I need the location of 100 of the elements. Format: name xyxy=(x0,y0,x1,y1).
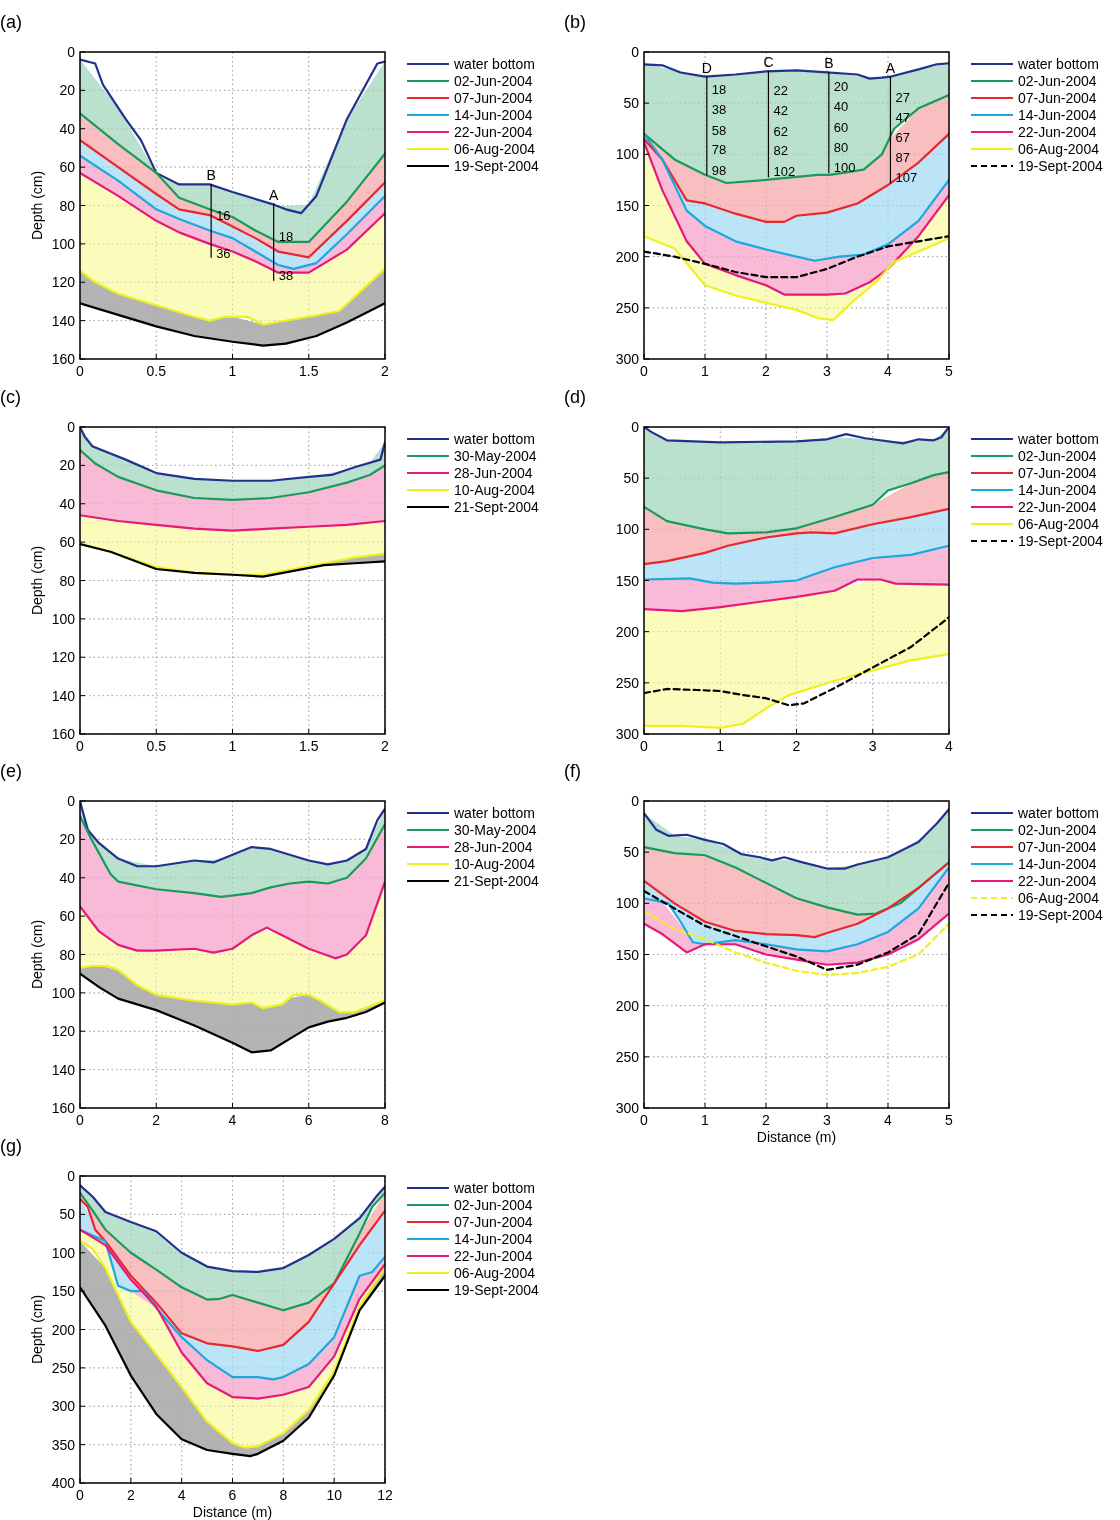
y-tick-label: 200 xyxy=(615,997,640,1014)
annotation: 38 xyxy=(711,102,727,118)
legend-label: 14-Jun-2004 xyxy=(1018,107,1097,123)
y-tick-label: 140 xyxy=(51,312,76,329)
y-tick-label: 200 xyxy=(615,248,640,265)
annotation: 107 xyxy=(895,169,918,185)
legend-label: 30-May-2004 xyxy=(454,822,537,838)
x-tick-label: 8 xyxy=(381,1112,390,1128)
legend-label: 22-Jun-2004 xyxy=(454,124,533,140)
x-tick-label: 2 xyxy=(152,1112,161,1128)
annotation: 60 xyxy=(833,119,849,135)
annotation: 80 xyxy=(833,140,849,156)
annotation: 58 xyxy=(711,122,727,138)
y-tick-label: 80 xyxy=(59,197,76,214)
legend-label: 19-Sept-2004 xyxy=(1018,907,1104,923)
annotation: C xyxy=(763,54,774,71)
y-tick-label: 300 xyxy=(51,1398,76,1415)
y-tick-label: 0 xyxy=(67,793,76,809)
y-tick-label: 50 xyxy=(623,95,640,112)
y-tick-label: 120 xyxy=(51,649,76,666)
x-tick-label: 3 xyxy=(868,738,877,754)
x-tick-label: 1 xyxy=(701,1112,710,1128)
y-tick-label: 250 xyxy=(615,674,640,691)
x-tick-label: 6 xyxy=(304,1112,313,1128)
y-tick-label: 100 xyxy=(51,984,76,1001)
y-tick-label: 80 xyxy=(59,572,76,589)
y-tick-label: 150 xyxy=(51,1283,76,1300)
line-series xyxy=(80,1184,385,1274)
legend-label: 10-Aug-2004 xyxy=(454,482,536,498)
x-tick-label: 3 xyxy=(823,1112,832,1128)
y-tick-label: 350 xyxy=(51,1436,76,1453)
chart-title: (b) xyxy=(564,12,586,32)
x-tick-label: 3 xyxy=(823,363,832,379)
annotation: 102 xyxy=(773,163,796,179)
y-tick-label: 50 xyxy=(59,1206,76,1223)
x-tick-label: 4 xyxy=(945,738,954,754)
x-tick-label: 4 xyxy=(884,363,893,379)
annotation: 42 xyxy=(773,103,788,119)
y-tick-label: 40 xyxy=(59,869,76,886)
y-tick-label: 100 xyxy=(51,610,76,627)
legend-label: 02-Jun-2004 xyxy=(1018,73,1097,89)
legend-label: 21-Sept-2004 xyxy=(454,499,540,515)
legend-label: 28-Jun-2004 xyxy=(454,465,533,481)
line-series xyxy=(644,808,949,870)
legend-label: 19-Sept-2004 xyxy=(1018,533,1104,549)
annotation: D xyxy=(701,59,712,76)
y-tick-label: 200 xyxy=(51,1321,76,1338)
annotation: 62 xyxy=(773,123,788,139)
legend-label: 06-Aug-2004 xyxy=(454,1265,536,1281)
x-axis-title: Distance (m) xyxy=(192,1504,273,1520)
legend-label: 07-Jun-2004 xyxy=(1018,90,1097,106)
legend-label: 02-Jun-2004 xyxy=(1018,448,1097,464)
y-tick-label: 150 xyxy=(615,946,640,963)
legend-label: 22-Jun-2004 xyxy=(1018,873,1097,889)
y-tick-label: 300 xyxy=(615,351,640,367)
legend-label: 14-Jun-2004 xyxy=(454,107,533,123)
y-tick-label: 0 xyxy=(67,419,76,435)
x-tick-label: 2 xyxy=(381,363,390,379)
chart-title: (e) xyxy=(0,761,22,781)
x-tick-label: 1.5 xyxy=(299,738,319,754)
x-tick-label: 2 xyxy=(762,363,771,379)
legend-label: 07-Jun-2004 xyxy=(454,90,533,106)
chart-title: (f) xyxy=(564,761,581,781)
x-tick-label: 5 xyxy=(945,363,954,379)
x-tick-label: 2 xyxy=(792,738,801,754)
annotation: 22 xyxy=(773,82,788,98)
x-tick-label: 8 xyxy=(279,1487,288,1503)
chart-title: (a) xyxy=(0,12,22,32)
legend-label: 21-Sept-2004 xyxy=(454,873,540,889)
x-axis-title: Distance (m) xyxy=(756,1129,837,1145)
x-tick-label: 4 xyxy=(177,1487,186,1503)
annotation: 98 xyxy=(711,162,727,178)
y-axis-title: Depth (cm) xyxy=(29,170,45,241)
line-series xyxy=(644,910,949,977)
x-tick-label: 2 xyxy=(762,1112,771,1128)
y-tick-label: 140 xyxy=(51,687,76,704)
legend-label: 02-Jun-2004 xyxy=(454,73,533,89)
annotation: B xyxy=(206,167,216,184)
x-tick-label: 12 xyxy=(377,1487,393,1503)
legend-label: 19-Sept-2004 xyxy=(454,1282,540,1298)
x-tick-label: 1 xyxy=(228,363,237,379)
legend-label: 19-Sept-2004 xyxy=(454,158,540,174)
y-tick-label: 160 xyxy=(51,1100,76,1116)
legend-label: 06-Aug-2004 xyxy=(1018,890,1100,906)
y-tick-label: 120 xyxy=(51,274,76,291)
x-tick-label: 4 xyxy=(884,1112,893,1128)
legend-label: 22-Jun-2004 xyxy=(454,1248,533,1264)
legend-label: 07-Jun-2004 xyxy=(1018,465,1097,481)
annotation: 20 xyxy=(833,78,849,94)
legend-label: 14-Jun-2004 xyxy=(1018,856,1097,872)
annotation: 18 xyxy=(278,229,294,245)
legend-label: 02-Jun-2004 xyxy=(454,1197,533,1213)
legend-label: 10-Aug-2004 xyxy=(454,856,536,872)
x-tick-label: 1.5 xyxy=(299,363,319,379)
y-tick-label: 120 xyxy=(51,1023,76,1040)
x-tick-label: 2 xyxy=(126,1487,135,1503)
chart-title: (c) xyxy=(0,387,21,407)
y-tick-label: 20 xyxy=(59,82,76,99)
y-tick-label: 250 xyxy=(615,1048,640,1065)
legend-label: water bottom xyxy=(453,431,535,447)
